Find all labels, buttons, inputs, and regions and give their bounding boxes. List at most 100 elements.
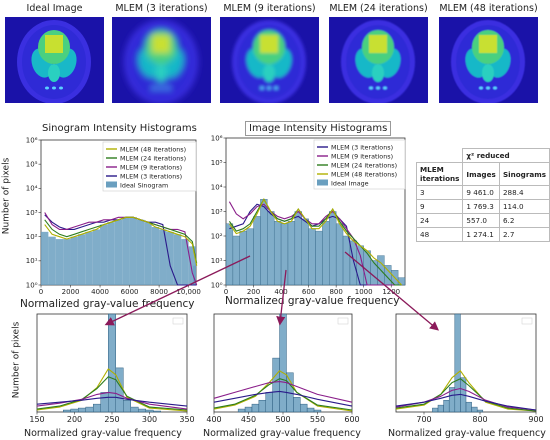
chi-cell: 2.7 bbox=[498, 227, 550, 242]
legend-swatch bbox=[317, 179, 328, 186]
x-tick-label: 0 bbox=[224, 288, 228, 296]
series-line bbox=[36, 396, 188, 407]
chi-col-iterations: MLEM iterations bbox=[415, 162, 464, 186]
y-tick-label: 10³ bbox=[26, 209, 38, 217]
x-tick-label: 150 bbox=[29, 415, 44, 424]
x-tick-label: 200 bbox=[67, 415, 82, 424]
y-tick-label: 10⁵ bbox=[26, 161, 38, 169]
x-tick-label: 500 bbox=[275, 415, 290, 424]
phantom-square bbox=[152, 35, 170, 53]
histogram-bar bbox=[454, 313, 461, 413]
histogram-bar bbox=[63, 239, 71, 285]
phantom-dot bbox=[274, 86, 278, 90]
recon-title-mlem48: MLEM (48 iterations) bbox=[439, 3, 538, 14]
phantom-svg bbox=[439, 17, 538, 103]
chi-squared-table: χ² reduced MLEM iterations Images Sinogr… bbox=[415, 148, 550, 242]
legend-box bbox=[172, 317, 184, 325]
x-tick-label: 700 bbox=[416, 415, 431, 424]
phantom-dot bbox=[52, 86, 56, 90]
x-tick-label: 350 bbox=[179, 415, 194, 424]
histogram-bar bbox=[193, 265, 196, 285]
y-tick-label: 10² bbox=[26, 233, 38, 241]
phantom-dot bbox=[267, 86, 271, 90]
phantom-dot bbox=[479, 86, 483, 90]
legend-label: MLEM (9 iterations) bbox=[331, 152, 393, 160]
series-line bbox=[213, 390, 353, 407]
phantom-image-mlem24 bbox=[329, 17, 428, 103]
x-tick-label: 400 bbox=[206, 415, 221, 424]
series-line bbox=[44, 212, 198, 286]
phantom-square bbox=[260, 35, 278, 53]
phantom-image-mlem3 bbox=[112, 17, 211, 103]
phantom-svg bbox=[112, 17, 211, 103]
phantom-dot bbox=[383, 86, 387, 90]
series-line bbox=[213, 370, 353, 412]
legend-box bbox=[521, 317, 533, 325]
x-tick-label: 1000 bbox=[355, 288, 373, 296]
zoom3-x-label: Normalized gray-value frequency bbox=[388, 428, 546, 439]
x-tick-label: 450 bbox=[241, 415, 256, 424]
phantom-square bbox=[45, 35, 63, 53]
y-tick-label: 10⁰ bbox=[211, 281, 223, 289]
histogram-bar bbox=[136, 219, 145, 285]
x-tick-label: 4000 bbox=[91, 288, 109, 296]
phantom-stem bbox=[482, 64, 494, 82]
phantom-square bbox=[479, 35, 497, 53]
series-line bbox=[213, 378, 353, 411]
table-row: 48 1 274.1 2.7 bbox=[415, 227, 550, 242]
y-tick-label: 10¹ bbox=[26, 257, 38, 265]
sinogram-chart-title: Sinogram Intensity Histograms bbox=[42, 123, 197, 134]
recon-title-mlem24: MLEM (24 iterations) bbox=[329, 3, 428, 14]
histogram-bar bbox=[107, 222, 115, 285]
phantom-svg bbox=[329, 17, 428, 103]
histogram-bar bbox=[77, 234, 86, 285]
histogram-bar bbox=[471, 406, 478, 413]
histogram-bar bbox=[188, 246, 196, 285]
x-tick-label: 300 bbox=[142, 415, 157, 424]
histogram-bar bbox=[100, 224, 108, 285]
y-tick-label: 10⁶ bbox=[26, 136, 38, 144]
recon-title-mlem9: MLEM (9 iterations) bbox=[223, 3, 316, 14]
phantom-dot bbox=[166, 86, 170, 90]
legend-label: Ideal Image bbox=[331, 179, 369, 187]
x-tick-label: 600 bbox=[344, 415, 359, 424]
phantom-stem bbox=[372, 64, 384, 82]
x-tick-label: 800 bbox=[329, 288, 342, 296]
x-tick-label: 250 bbox=[104, 415, 119, 424]
recon-title-ideal: Ideal Image bbox=[26, 3, 83, 14]
legend-label: Ideal Sinogram bbox=[120, 181, 168, 189]
series-line bbox=[228, 201, 402, 286]
phantom-group bbox=[232, 20, 306, 103]
legend-swatch bbox=[106, 181, 117, 188]
table-row: 24 557.0 6.2 bbox=[415, 213, 550, 228]
phantom-stem bbox=[155, 64, 167, 82]
series-line bbox=[395, 393, 537, 411]
histogram-bar bbox=[55, 239, 64, 285]
histogram-bar bbox=[159, 229, 167, 285]
phantom-group bbox=[451, 20, 525, 103]
x-tick-label: 1200 bbox=[382, 288, 400, 296]
y-tick-label: 10⁰ bbox=[26, 281, 38, 289]
x-tick-label: 550 bbox=[310, 415, 325, 424]
arrow-750 bbox=[344, 251, 439, 331]
legend-label: MLEM (3 iterations) bbox=[331, 143, 393, 151]
x-tick-label: 6000 bbox=[121, 288, 139, 296]
y-tick-label: 10³ bbox=[211, 208, 223, 216]
phantom-dot bbox=[152, 86, 156, 90]
histogram-bar bbox=[129, 217, 137, 285]
phantom-dot bbox=[45, 86, 49, 90]
series-line bbox=[213, 381, 353, 403]
series-line bbox=[44, 216, 198, 266]
series-line bbox=[228, 198, 403, 286]
histogram-bar bbox=[151, 227, 160, 285]
x-tick-label: 0 bbox=[39, 288, 43, 296]
phantom-square bbox=[369, 35, 387, 53]
x-tick-label: 900 bbox=[528, 415, 543, 424]
histogram-bar bbox=[173, 234, 182, 285]
